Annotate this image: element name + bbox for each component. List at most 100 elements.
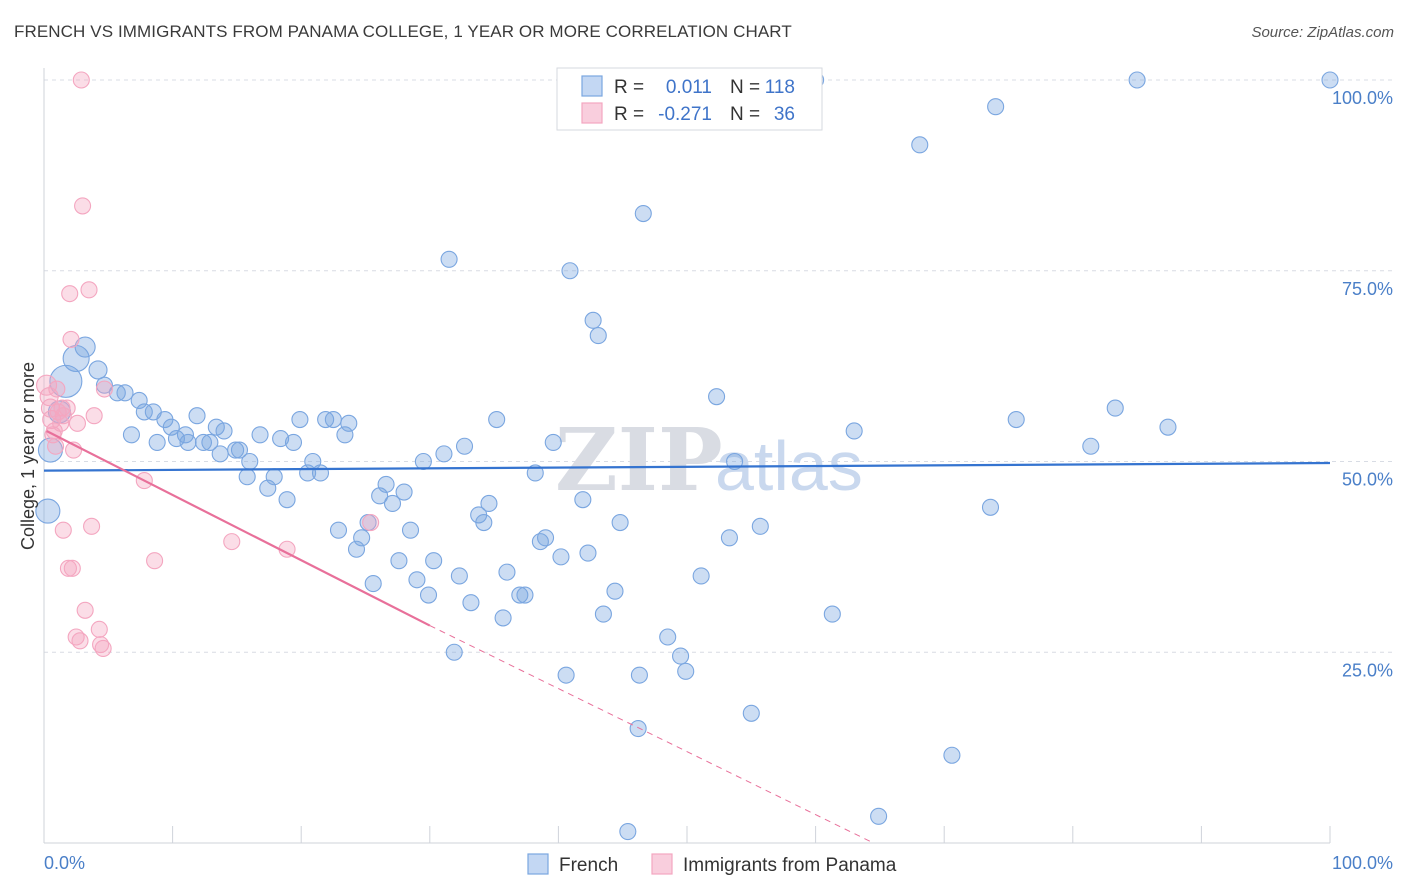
french-point: [35, 498, 61, 524]
x-tick-labels: 0.0% 100.0%: [44, 853, 1393, 873]
french-point: [870, 807, 888, 825]
french-point: [383, 494, 402, 513]
french-point: [284, 433, 303, 451]
panama-trend-line: [46, 429, 431, 627]
y-tick-label: 25.0%: [1342, 660, 1393, 680]
french-points: [35, 71, 1339, 841]
panama-point: [68, 414, 86, 432]
bottom-legend-swatch-panama: [651, 853, 673, 875]
panama-point: [85, 407, 103, 425]
french-point: [672, 647, 690, 665]
legend-swatch-french: [581, 75, 603, 97]
french-point: [408, 571, 426, 589]
legend-r-value-french: 0.011: [666, 77, 712, 98]
french-point: [116, 384, 134, 402]
french-point: [95, 376, 113, 394]
french-point: [1321, 71, 1339, 89]
panama-points: [36, 71, 380, 657]
french-point: [353, 529, 371, 547]
french-point: [720, 529, 738, 547]
french-point: [462, 594, 480, 612]
french-point: [475, 513, 493, 532]
french-point: [74, 336, 96, 358]
french-point: [561, 262, 579, 280]
french-point: [445, 643, 463, 661]
french-point: [516, 586, 534, 604]
french-point: [450, 567, 468, 585]
panama-point: [59, 559, 77, 577]
french-point: [943, 746, 961, 764]
french-point: [272, 430, 290, 448]
french-point: [677, 662, 695, 680]
french-point: [336, 426, 354, 444]
panama-point: [61, 285, 79, 303]
french-point: [480, 494, 498, 513]
french-point: [207, 418, 225, 436]
french-point: [1159, 418, 1177, 436]
french-point: [401, 521, 420, 539]
french-point: [329, 521, 348, 539]
french-point: [265, 468, 283, 486]
panama-point: [362, 513, 380, 532]
panama-point: [90, 620, 108, 638]
french-point: [188, 407, 206, 425]
french-point: [291, 410, 309, 429]
y-tick-label: 50.0%: [1342, 470, 1393, 490]
french-point: [238, 468, 256, 486]
french-point: [511, 586, 529, 604]
french-point: [911, 136, 929, 154]
french-point: [594, 605, 612, 623]
french-point: [494, 609, 512, 627]
series-legend: French Immigrants from Panama: [527, 853, 897, 876]
french-point: [278, 491, 296, 509]
french-point: [584, 311, 602, 329]
y-tick-labels: 100.0% 75.0% 50.0% 25.0%: [1332, 88, 1393, 680]
x-tick-label-min: 0.0%: [44, 853, 85, 873]
french-point: [606, 582, 624, 600]
french-point: [241, 452, 259, 471]
stats-legend: R = 0.011 N = 118 R = -0.271 N = 36: [556, 67, 823, 131]
french-point: [324, 410, 342, 429]
french-point: [148, 433, 166, 451]
grid-lines: [44, 79, 1394, 653]
legend-n-label-panama: N =: [730, 104, 760, 125]
french-point: [49, 364, 83, 398]
french-point: [579, 544, 597, 562]
french-point: [311, 464, 330, 482]
french-point: [251, 426, 269, 444]
panama-point: [72, 71, 90, 89]
french-point: [1082, 437, 1100, 455]
panama-point: [62, 330, 80, 348]
legend-swatch-panama: [581, 102, 603, 124]
french-point: [179, 433, 197, 451]
french-point: [201, 433, 219, 451]
french-point: [364, 575, 382, 593]
french-point: [390, 552, 408, 570]
french-point: [692, 567, 710, 585]
panama-point: [36, 374, 58, 396]
french-point: [455, 437, 474, 455]
french-point: [823, 605, 841, 623]
axes: [43, 68, 1331, 844]
panama-trend-extension: [429, 625, 874, 844]
french-point: [708, 388, 726, 406]
source-credit: Source: ZipAtlas.com: [1251, 24, 1394, 41]
french-point: [574, 491, 592, 509]
panama-point: [223, 533, 241, 551]
legend-r-label-panama: R =: [614, 104, 644, 125]
french-point: [629, 719, 647, 738]
french-point: [659, 628, 677, 646]
french-point: [230, 441, 249, 459]
panama-point: [83, 517, 101, 535]
panama-point: [63, 559, 81, 577]
french-trend-line: [43, 461, 1331, 472]
french-point: [1128, 71, 1146, 89]
french-point: [552, 548, 570, 566]
french-point: [419, 586, 438, 604]
chart-title: FRENCH VS IMMIGRANTS FROM PANAMA COLLEGE…: [14, 22, 792, 41]
french-point: [557, 666, 575, 684]
french-point: [122, 426, 140, 444]
legend-n-value-panama: 36: [774, 104, 795, 125]
french-point: [630, 666, 648, 684]
